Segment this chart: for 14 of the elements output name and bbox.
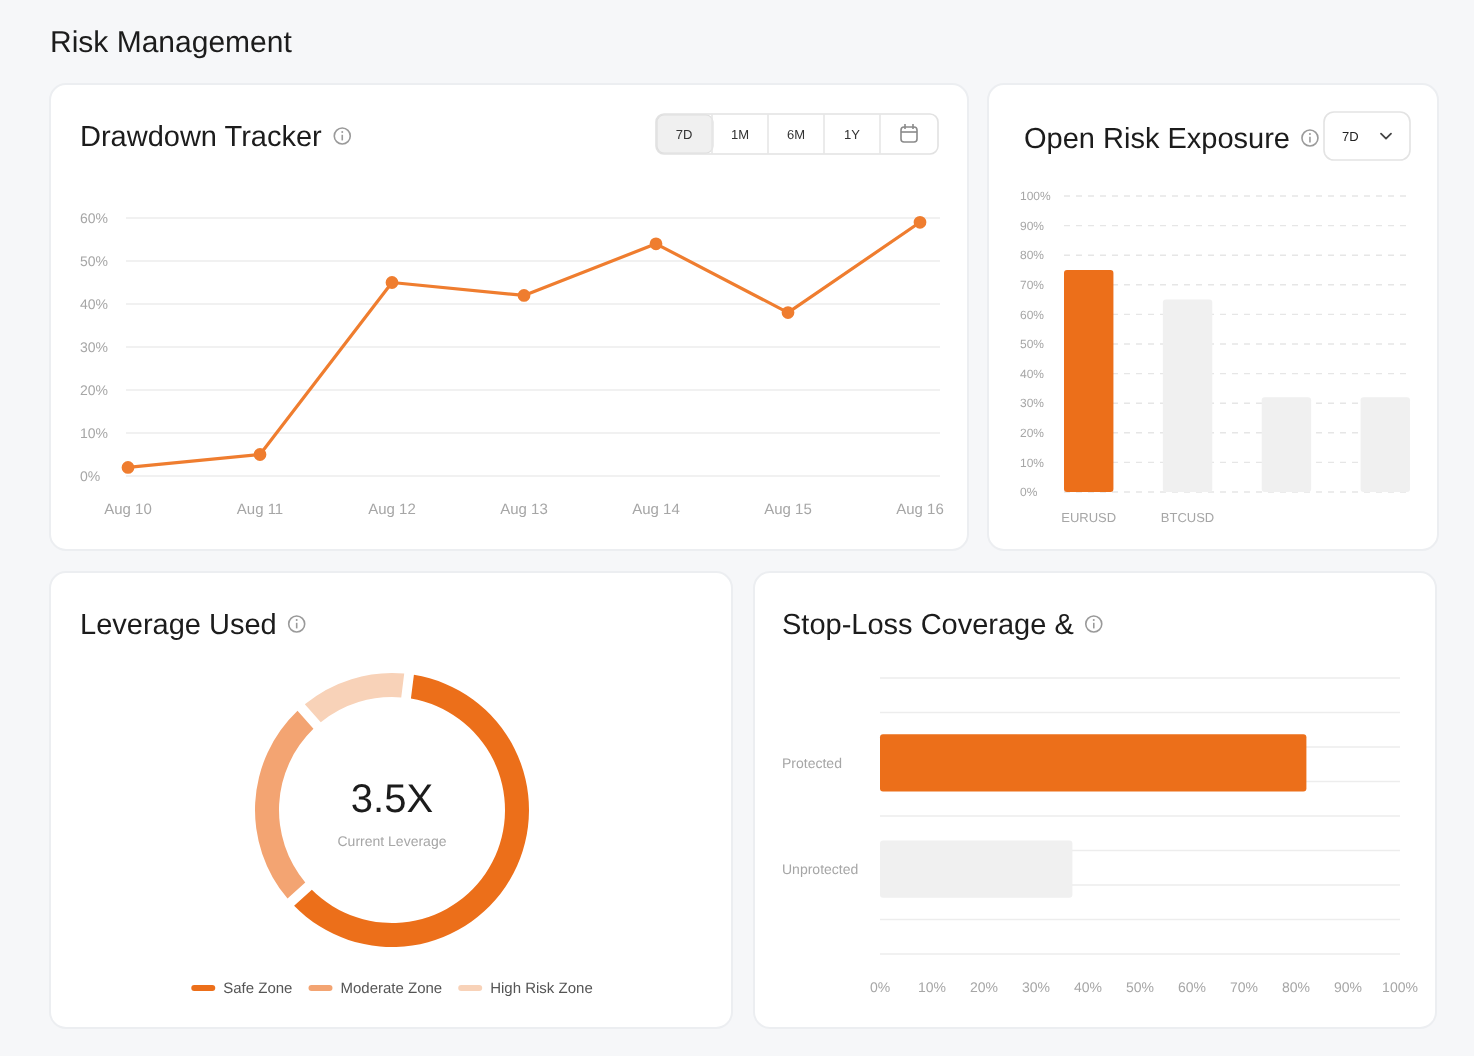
point (121, 461, 135, 474)
chart-title: Drawdown Tracker (80, 122, 323, 154)
chart-title: Stop-Loss Coverage & (782, 610, 1075, 642)
chart-title: Leverage Used (80, 610, 277, 642)
point (781, 306, 795, 319)
point (253, 448, 267, 461)
point (517, 289, 531, 302)
text: Risk Management (50, 26, 294, 60)
point (385, 276, 399, 289)
text: 3.5X (350, 778, 434, 822)
point (649, 237, 663, 251)
bar (1064, 270, 1114, 492)
chart-title: Open Risk Exposure (1024, 124, 1290, 156)
point (913, 215, 927, 229)
